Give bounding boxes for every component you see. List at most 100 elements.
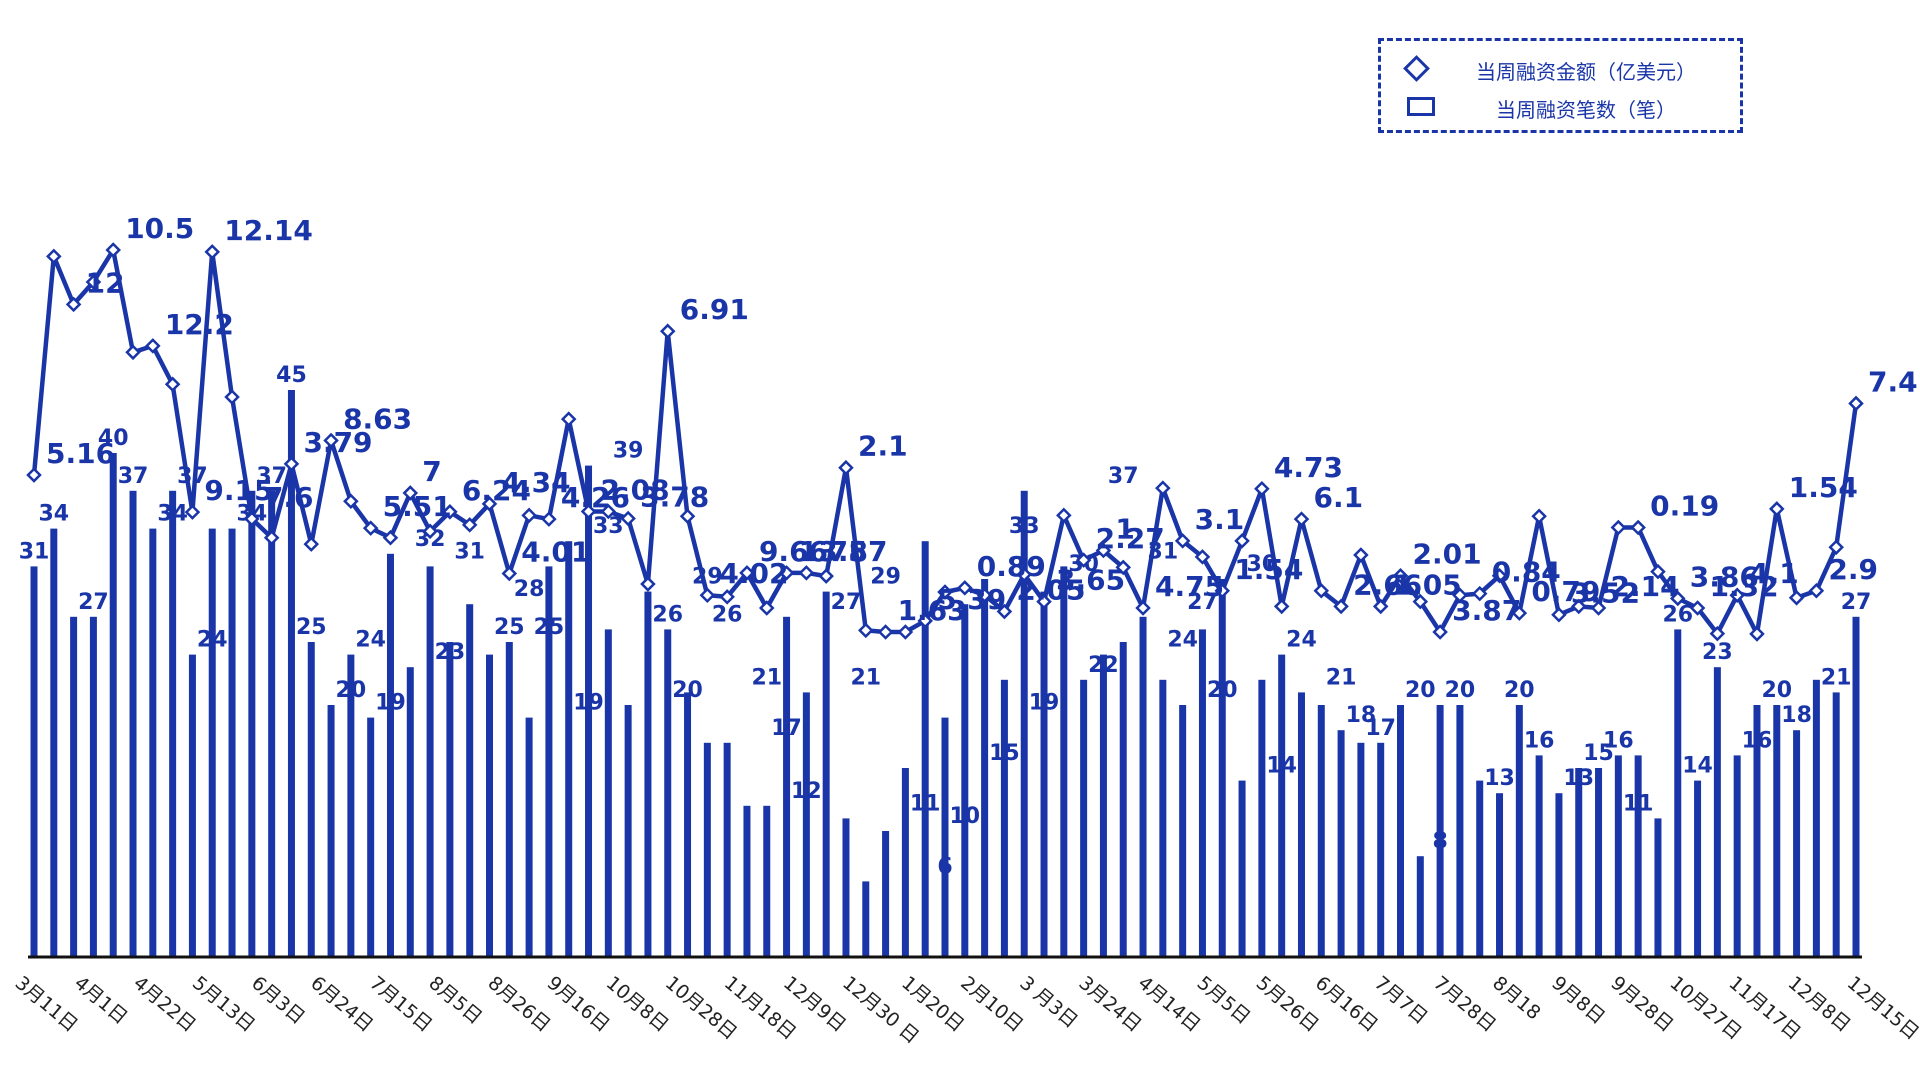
line-point-marker — [897, 624, 914, 640]
line-point-marker — [184, 504, 201, 520]
line-value-label: 1.54 — [1234, 553, 1303, 586]
line-value-label: 7.6 — [264, 481, 314, 514]
x-tick-label-layer: 3月11日4月1日4月22日5月13日6月3日6月24日7月15日8月5日8月2… — [11, 972, 1920, 1048]
line-value-label: 2.1 — [858, 430, 908, 463]
bar-value-label: 20 — [336, 678, 367, 703]
bar-value-label: 14 — [1682, 754, 1713, 779]
line-value-label: 4.02 — [719, 557, 788, 590]
line-point-marker — [1828, 539, 1844, 556]
bar-mark — [961, 604, 969, 957]
line-point-marker — [1333, 598, 1349, 615]
bar-mark — [386, 553, 394, 957]
line-point-marker — [1313, 583, 1330, 599]
legend-label-count: 当周融资笔数（笔） — [1496, 98, 1676, 122]
bar-mark — [1456, 705, 1464, 957]
bar-mark — [981, 579, 989, 957]
line-value-label: 5.51 — [383, 490, 452, 523]
line-point-marker — [1293, 511, 1310, 527]
bar-mark — [624, 705, 632, 957]
bar-mark — [723, 742, 731, 957]
line-point-marker — [283, 456, 300, 472]
x-tick-label: 9月8日 — [1547, 972, 1609, 1029]
bar-mark — [1773, 705, 1781, 957]
line-value-label: 9.15 — [204, 474, 273, 507]
bar-mark — [842, 818, 850, 957]
line-value-label: 8.63 — [343, 403, 412, 436]
line-point-marker — [125, 344, 141, 361]
x-tick-label: 8月26日 — [484, 972, 555, 1037]
bar-value-label: 13 — [1563, 766, 1594, 791]
line-point-marker — [620, 510, 636, 527]
line-value-label: 4.75 — [1155, 570, 1224, 603]
line-value-label: 4.26 — [561, 481, 630, 514]
bar-mark — [1496, 793, 1504, 957]
bar-value-label: 16 — [1524, 728, 1555, 753]
bar-mark — [1436, 705, 1444, 957]
line-value-label: 12.2 — [165, 308, 234, 341]
line-value-label: 3.52 — [1571, 577, 1640, 610]
bar-value-label: 13 — [1484, 766, 1515, 791]
bar-mark — [1179, 705, 1187, 957]
line-value-label: 4.01 — [521, 536, 590, 569]
line-value-label: 6.91 — [680, 293, 749, 326]
bar-mark — [1595, 768, 1603, 957]
line-point-marker — [1194, 549, 1211, 565]
line-point-marker — [1016, 566, 1032, 583]
line-point-marker — [699, 587, 716, 604]
bar-value-label: 31 — [454, 539, 485, 564]
line-point-marker — [303, 536, 320, 552]
bar-value-label: 26 — [712, 602, 743, 627]
bar-label-layer: 3134274037343724343745252024193223312528… — [19, 363, 1872, 879]
x-tick-label: 2月10日 — [956, 972, 1027, 1037]
bar-mark — [1753, 705, 1761, 957]
bar-value-label: 21 — [850, 665, 881, 690]
line-point-marker — [481, 496, 498, 512]
line-point-marker — [1669, 590, 1686, 607]
bar-mark — [1575, 768, 1583, 957]
line-value-label: 0.84 — [1492, 556, 1561, 589]
bar-mark — [1000, 679, 1008, 957]
line-point-marker — [858, 622, 874, 639]
x-tick-label: 7月15日 — [365, 972, 436, 1037]
line-point-marker — [1432, 624, 1448, 640]
bar-value-label: 40 — [98, 426, 129, 451]
bar-value-label: 19 — [375, 691, 406, 716]
diamond-marker-icon — [1403, 55, 1430, 82]
bar-mark — [307, 642, 315, 957]
bar-series-layer — [30, 390, 1860, 957]
line-point-marker — [1630, 519, 1646, 536]
bar-mark — [1852, 616, 1860, 957]
bar-mark — [1337, 730, 1345, 957]
bar-mark — [426, 566, 434, 957]
bar-value-label: 29 — [692, 565, 723, 590]
line-point-marker — [244, 511, 260, 527]
line-point-marker — [1471, 585, 1488, 602]
bar-mark — [367, 717, 375, 957]
line-point-marker — [996, 603, 1013, 620]
line-value-label: 1.63 — [898, 594, 967, 627]
bar-value-label: 31 — [19, 539, 50, 564]
bar-mark — [347, 654, 355, 957]
line-point-marker — [541, 511, 557, 527]
line-point-marker — [224, 389, 240, 405]
line-point-marker — [1452, 587, 1468, 604]
line-value-label: 6.24 — [462, 474, 531, 507]
bar-mark — [1793, 730, 1801, 957]
bar-value-label: 27 — [1187, 590, 1218, 615]
bar-mark — [862, 881, 870, 957]
bar-mark — [901, 768, 909, 957]
x-tick-label: 9月28日 — [1606, 972, 1677, 1037]
x-tick-label: 3 月3日 — [1015, 972, 1081, 1033]
x-tick-label: 4月22日 — [129, 972, 200, 1037]
line-value-label: 5.39 — [937, 583, 1006, 616]
bar-mark — [1694, 780, 1702, 957]
bar-value-label: 20 — [1405, 678, 1436, 703]
bar-value-label: 23 — [1702, 640, 1733, 665]
line-value-label: 2.66 — [1353, 568, 1422, 601]
line-point-marker — [719, 589, 735, 605]
line-value-label: 7 — [422, 455, 441, 488]
line-point-marker — [145, 338, 161, 354]
bar-value-label: 34 — [38, 502, 69, 527]
line-point-marker — [1234, 533, 1250, 549]
bar-mark — [1080, 679, 1088, 957]
